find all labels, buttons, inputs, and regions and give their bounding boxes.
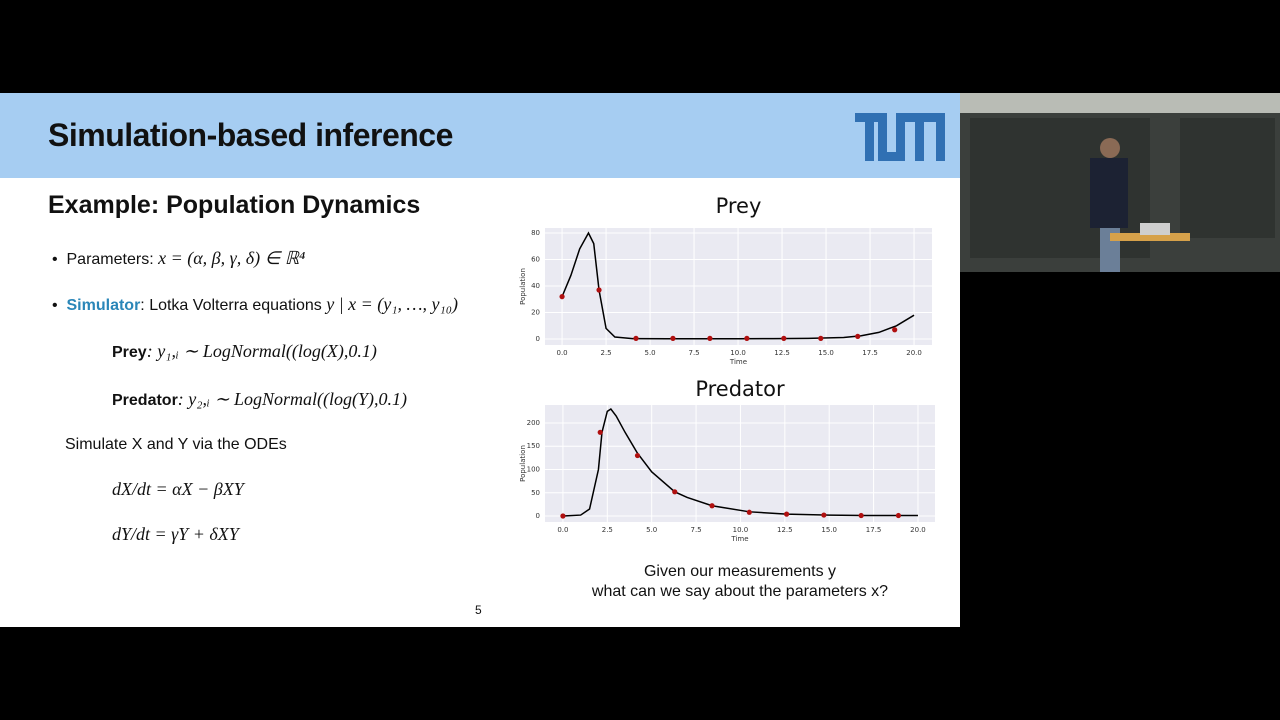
x-tick-label: 2.5 [602, 526, 613, 534]
x-tick-label: 15.0 [818, 349, 834, 357]
x-axis-label: Time [729, 358, 747, 366]
x-tick-label: 2.5 [600, 349, 611, 357]
webcam-view [960, 93, 1280, 272]
x-tick-label: 20.0 [910, 526, 926, 534]
data-point [709, 503, 715, 509]
y-tick-label: 20 [531, 309, 540, 317]
x-axis-label: Time [730, 535, 748, 543]
x-tick-label: 5.0 [646, 526, 657, 534]
x-tick-label: 17.5 [862, 349, 878, 357]
slide-header: Simulation-based inference [0, 93, 960, 178]
y-tick-label: 50 [531, 489, 540, 497]
data-point [855, 333, 861, 339]
predator-model: Predator: y₂,ᵢ ∼ LogNormal((log(Y),0.1) [112, 389, 407, 410]
x-tick-label: 17.5 [866, 526, 882, 534]
question-1: Given our measurements y [643, 563, 837, 580]
data-point [781, 335, 787, 341]
data-point [821, 512, 827, 518]
math: x = (α, β, γ, δ) ∈ ℝ⁴ [158, 248, 306, 268]
data-point [744, 335, 750, 341]
x-tick-label: 0.0 [557, 349, 568, 357]
y-axis-label: Population [519, 445, 527, 482]
x-tick-label: 5.0 [644, 349, 655, 357]
ode-x: dX/dt = αX − βXY [112, 479, 244, 499]
data-point [818, 335, 824, 341]
data-point [858, 512, 864, 519]
data-point [892, 327, 898, 333]
chart-title: Predator [695, 377, 785, 401]
data-point [559, 294, 565, 300]
math: y | x = (y₁, …, y₁₀) [326, 294, 459, 314]
data-point [560, 513, 566, 519]
y-tick-label: 0 [536, 335, 540, 343]
x-tick-label: 12.5 [774, 349, 790, 357]
x-tick-label: 10.0 [733, 526, 749, 534]
x-tick-label: 12.5 [777, 526, 793, 534]
ode-y: dY/dt = γY + δXY [112, 524, 239, 544]
data-point [670, 335, 676, 341]
prey-model: Prey: y₁,ᵢ ∼ LogNormal((log(X),0.1) [112, 341, 377, 362]
question-2: what can we say about the parameters x? [591, 583, 889, 600]
y-tick-label: 200 [527, 419, 540, 427]
x-tick-label: 7.5 [688, 349, 699, 357]
y-tick-label: 150 [527, 442, 540, 450]
data-point [746, 509, 752, 515]
data-point [596, 287, 602, 293]
simulate-text: Simulate X and Y via the ODEs [65, 436, 287, 453]
data-point [597, 429, 603, 435]
y-tick-label: 40 [531, 282, 540, 290]
x-tick-label: 0.0 [557, 526, 568, 534]
y-tick-label: 0 [536, 512, 540, 520]
data-point [895, 512, 902, 519]
bullet-simulator: • Simulator: Lotka Volterra equations y … [52, 294, 459, 314]
x-tick-label: 7.5 [690, 526, 701, 534]
data-point [707, 335, 713, 341]
slide-title: Simulation-based inference [48, 117, 453, 153]
data-point [633, 335, 639, 341]
math: : y₁,ᵢ ∼ LogNormal((log(X),0.1) [146, 341, 377, 361]
label: Parameters: [66, 251, 154, 268]
subtitle: Example: Population Dynamics [48, 191, 421, 219]
label: Simulator [66, 297, 141, 314]
data-point [634, 452, 641, 459]
y-tick-label: 100 [527, 465, 540, 473]
text: : Lotka Volterra equations [140, 297, 322, 314]
y-axis-label: Population [519, 268, 527, 305]
line [561, 231, 915, 340]
y-tick-label: 80 [531, 229, 540, 237]
x-tick-label: 20.0 [906, 349, 922, 357]
bullet-parameters: • Parameters: x = (α, β, γ, δ) ∈ ℝ⁴ [52, 248, 306, 268]
math: : y₂,ᵢ ∼ LogNormal((log(Y),0.1) [177, 389, 407, 409]
x-tick-label: 15.0 [821, 526, 837, 534]
chart-title: Prey [716, 194, 762, 218]
page-number: 5 [475, 603, 482, 617]
slide: Simulation-based inference Example: Popu… [0, 93, 960, 627]
data-point [783, 511, 790, 517]
tum-logo [855, 113, 945, 161]
label: Predator [112, 392, 178, 409]
x-tick-label: 10.0 [730, 349, 746, 357]
y-tick-label: 60 [531, 256, 540, 264]
label: Prey [112, 344, 147, 361]
data-point [672, 489, 678, 495]
